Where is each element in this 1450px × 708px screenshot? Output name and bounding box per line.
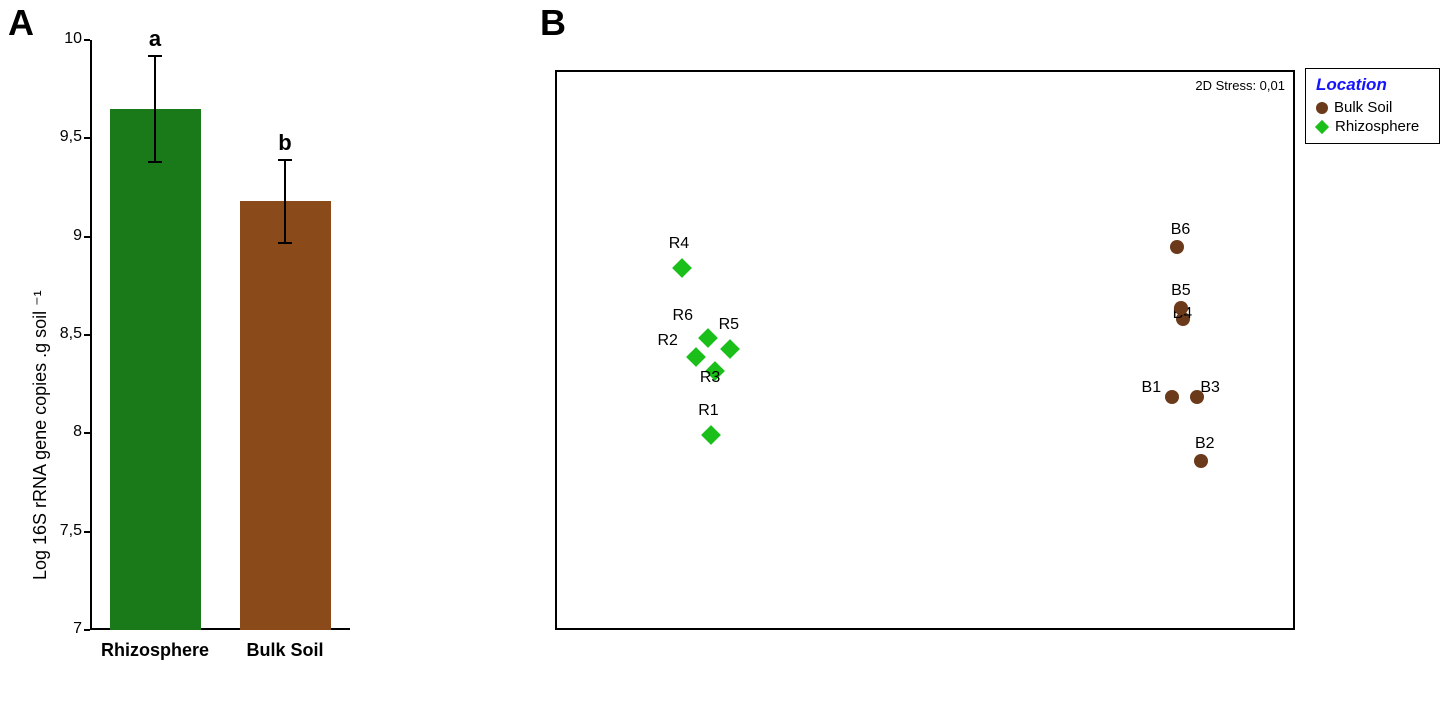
error-bar	[154, 56, 156, 162]
y-tick	[84, 137, 90, 139]
bar-chart: 77,588,599,510aRhizospherebBulk Soil	[90, 40, 350, 630]
scatter-point-label: R3	[700, 369, 720, 387]
y-tick	[84, 334, 90, 336]
legend-item: Bulk Soil	[1316, 99, 1429, 116]
panel-b-label: B	[540, 2, 566, 44]
y-tick-label: 10	[42, 30, 82, 48]
bar	[110, 109, 201, 630]
legend-items: Bulk Soil Rhizosphere	[1316, 99, 1429, 135]
scatter-plot: 2D Stress: 0,01 R1R2R3R4R5R6B1B2B3B4B5B6	[555, 70, 1295, 630]
scatter-point	[1174, 301, 1188, 315]
scatter-point	[701, 425, 721, 445]
y-tick	[84, 629, 90, 631]
circle-icon	[1316, 102, 1328, 114]
legend-item: Rhizosphere	[1316, 118, 1429, 135]
stress-text: 2D Stress: 0,01	[1195, 78, 1285, 93]
scatter-point	[698, 328, 718, 348]
legend-item-label: Bulk Soil	[1334, 99, 1392, 116]
y-tick	[84, 531, 90, 533]
panel-a-label: A	[8, 2, 34, 44]
scatter-point-label: R4	[669, 235, 689, 253]
panel-a: A 77,588,599,510aRhizospherebBulk Soil L…	[0, 0, 370, 708]
legend: Location Bulk Soil Rhizosphere	[1305, 68, 1440, 144]
y-tick	[84, 39, 90, 41]
significance-label: b	[275, 130, 295, 156]
scatter-point-label: R2	[657, 332, 677, 350]
y-tick-label: 9	[42, 227, 82, 245]
y-tick	[84, 236, 90, 238]
significance-label: a	[145, 26, 165, 52]
x-tick-label: Rhizosphere	[100, 640, 211, 661]
y-axis	[90, 40, 92, 630]
legend-item-label: Rhizosphere	[1335, 118, 1419, 135]
diamond-icon	[1315, 119, 1329, 133]
figure-container: A 77,588,599,510aRhizospherebBulk Soil L…	[0, 0, 1450, 708]
panel-b: B 2D Stress: 0,01 R1R2R3R4R5R6B1B2B3B4B5…	[370, 0, 1450, 708]
y-tick-label: 9,5	[42, 128, 82, 146]
error-bar	[284, 160, 286, 243]
scatter-point-label: B3	[1200, 379, 1220, 397]
x-tick-label: Bulk Soil	[230, 640, 341, 661]
scatter-point-label: R6	[673, 307, 693, 325]
legend-title: Location	[1316, 75, 1429, 95]
scatter-point-label: B5	[1171, 282, 1191, 300]
error-cap	[148, 55, 162, 57]
scatter-point	[1170, 240, 1184, 254]
scatter-point-label: B6	[1171, 221, 1191, 239]
scatter-point-label: B2	[1195, 435, 1215, 453]
y-tick	[84, 432, 90, 434]
bar	[240, 201, 331, 630]
scatter-point	[672, 258, 692, 278]
scatter-point-label: R1	[698, 402, 718, 420]
error-cap	[278, 242, 292, 244]
error-cap	[148, 161, 162, 163]
error-cap	[278, 159, 292, 161]
y-axis-title: Log 16S rRNA gene copies .g soil ⁻¹	[30, 290, 51, 580]
scatter-point-label: B1	[1142, 379, 1162, 397]
scatter-point	[720, 339, 740, 359]
y-tick-label: 7	[42, 620, 82, 638]
scatter-point-label: R5	[719, 316, 739, 334]
scatter-point	[1165, 390, 1179, 404]
scatter-point	[1194, 454, 1208, 468]
scatter-point	[687, 347, 707, 367]
